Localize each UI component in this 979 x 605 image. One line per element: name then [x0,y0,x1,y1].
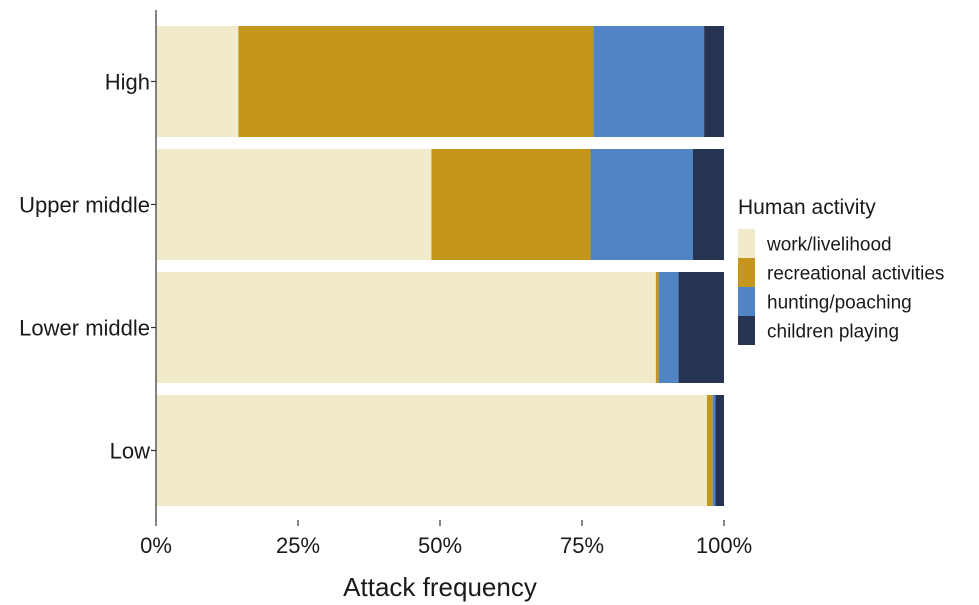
legend-key-children-playing [738,316,755,345]
bar-upper-middle-recreational-activities [431,149,591,260]
x-tick-label-100: 100% [696,533,752,558]
y-tick-label-upper-middle: Upper middle [19,193,150,218]
bar-high-hunting-poaching [593,26,705,137]
x-tick-label-50: 50% [418,533,462,558]
legend: Human activity work/livelihood recreation… [738,196,944,345]
bar-lower-middle-children-playing [678,272,724,383]
bar-low-children-playing [715,395,724,506]
bar-lower-middle-recreational-activities [655,272,659,383]
bar-lower-middle-work-livelihood [156,272,656,383]
bar-low-work-livelihood [156,395,707,506]
legend-label-children-playing: children playing [767,322,899,343]
bar-upper-middle-work-livelihood [156,149,432,260]
bar-high-work-livelihood [156,26,239,137]
legend-label-work-livelihood: work/livelihood [766,235,892,256]
y-tick-label-lower-middle: Lower middle [19,316,150,341]
y-tick-label-low: Low [110,439,150,464]
bar-low-hunting-poaching [712,395,716,506]
bar-lower-middle-hunting-poaching [658,272,679,383]
bar-high-children-playing [704,26,724,137]
bar-low-recreational-activities [706,395,713,506]
legend-title: Human activity [738,196,876,219]
x-tick-label-75: 75% [560,533,604,558]
legend-key-recreational-activities [738,258,755,287]
legend-label-recreational-activities: recreational activities [767,264,944,285]
x-tick-labels: 0% 25% 50% 75% 100% [140,533,752,558]
bar-high-recreational-activities [238,26,594,137]
legend-label-hunting-poaching: hunting/poaching [767,293,912,314]
x-tick-label-25: 25% [276,533,320,558]
axes-layer [151,10,725,526]
y-tick-labels: High Upper middle Lower middle Low [19,70,150,464]
y-tick-label-high: High [105,70,150,95]
bar-upper-middle-children-playing [692,149,724,260]
bar-upper-middle-hunting-poaching [590,149,693,260]
legend-key-work-livelihood [738,229,755,258]
bars-layer [156,26,724,506]
x-tick-label-0: 0% [140,533,172,558]
legend-key-hunting-poaching [738,287,755,316]
x-axis-title: Attack frequency [343,572,537,602]
